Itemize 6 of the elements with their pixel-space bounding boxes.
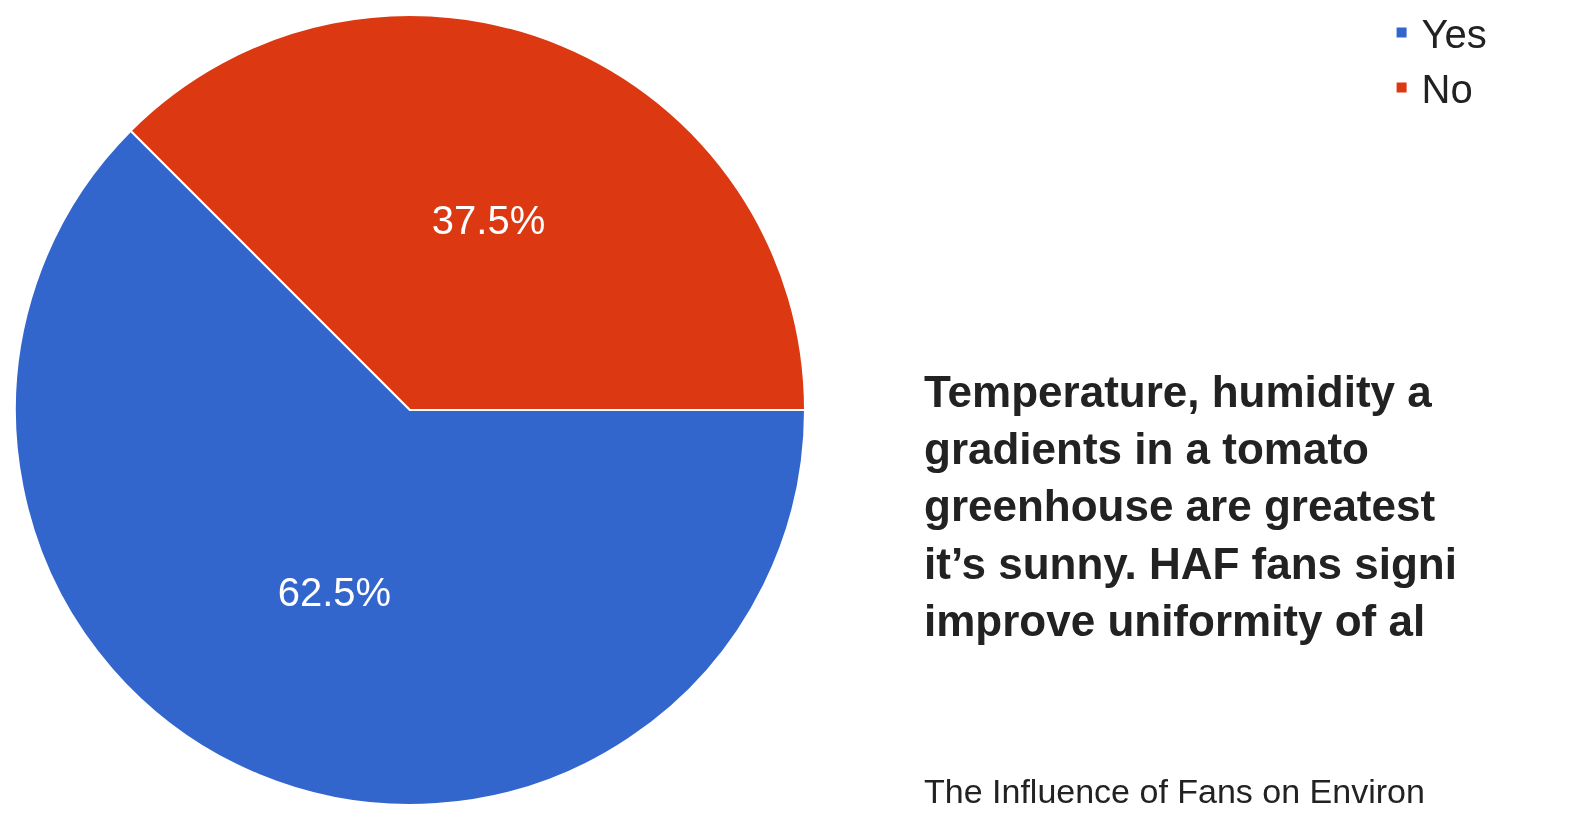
data-label: 62.5%: [277, 570, 392, 615]
legend-label: No: [1421, 67, 1473, 112]
text: The Influence of Fans on Environ: [924, 772, 1425, 810]
legend-label: Yes: [1421, 12, 1487, 57]
data-label: 37.5%: [431, 198, 546, 243]
text: Temperature, humidity a gradients in a tomato greenhouse are greatest it’s sunny. HAF fans signi improve uniformity of al: [924, 367, 1457, 645]
